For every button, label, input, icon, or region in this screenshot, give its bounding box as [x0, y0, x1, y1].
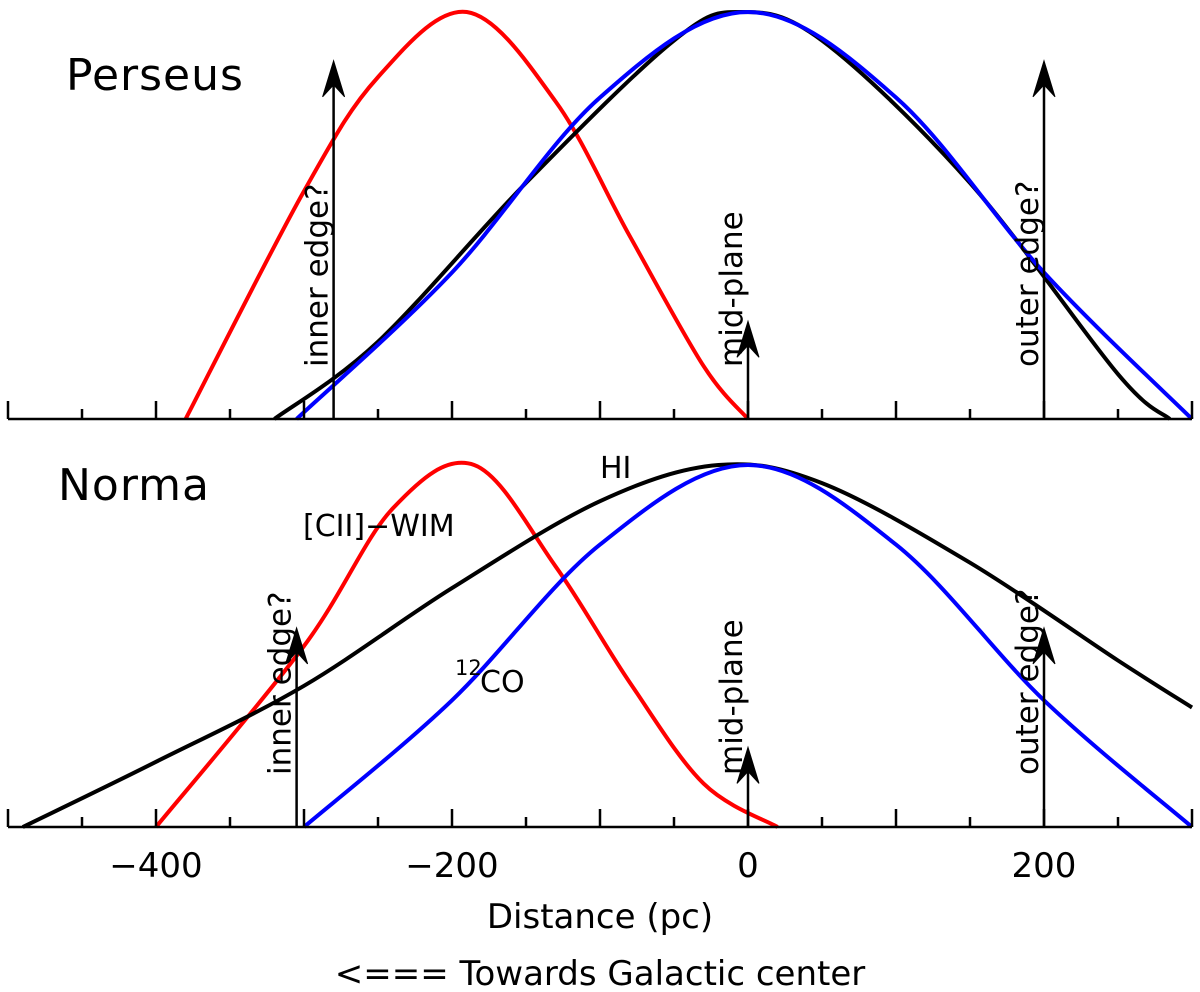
panel-title: Norma [58, 460, 210, 511]
hi-label: HI [600, 451, 631, 486]
marker-arrowhead-mid-plane [736, 319, 760, 358]
marker-arrowhead-inner-edge [322, 59, 346, 98]
marker-arrowhead-inner-edge [285, 626, 309, 665]
x-axis-norma: −400 −200 0 200 [6, 809, 1194, 886]
panel-title: Perseus [66, 50, 244, 101]
x-tick-label: −200 [405, 846, 498, 886]
marker-label-outer-edge: outer edge? [1010, 181, 1046, 367]
x-tick-label: −400 [109, 846, 202, 886]
x-axis-perseus [6, 401, 1194, 421]
x-axis-label: Distance (pc) [487, 897, 713, 937]
curve-hi [21, 462, 1194, 829]
marker-label-inner-edge: inner edge? [263, 591, 299, 775]
marker-arrowhead-outer-edge [1032, 59, 1056, 98]
curve-cii-wim [154, 460, 779, 829]
markers-perseus: inner edge? mid-plane outer edge? [300, 59, 1056, 419]
panel-perseus: Perseus inner edge? mid-plane outer edge? [6, 9, 1194, 421]
co-label: CO [480, 665, 525, 700]
marker-label-inner-edge: inner edge? [300, 183, 336, 367]
marker-label-mid-plane: mid-plane [714, 211, 750, 367]
footer-label: <=== Towards Galactic center [335, 954, 866, 992]
x-tick-label: 0 [737, 846, 759, 886]
x-tick-label: 200 [1012, 846, 1077, 886]
marker-arrowhead-mid-plane [736, 745, 760, 784]
cii-wim-label: [CII]−WIM [303, 509, 455, 544]
marker-arrowhead-outer-edge [1032, 626, 1056, 665]
co-superscript: 12 [455, 656, 482, 680]
markers-norma: inner edge? mid-plane outer edge? [263, 589, 1056, 827]
panel-norma: Norma inner edge? mid-plane outer edge? −4… [6, 451, 1194, 886]
marker-label-mid-plane: mid-plane [714, 619, 750, 775]
curve-cii-wim [183, 9, 750, 421]
marker-label-outer-edge: outer edge? [1010, 589, 1046, 775]
